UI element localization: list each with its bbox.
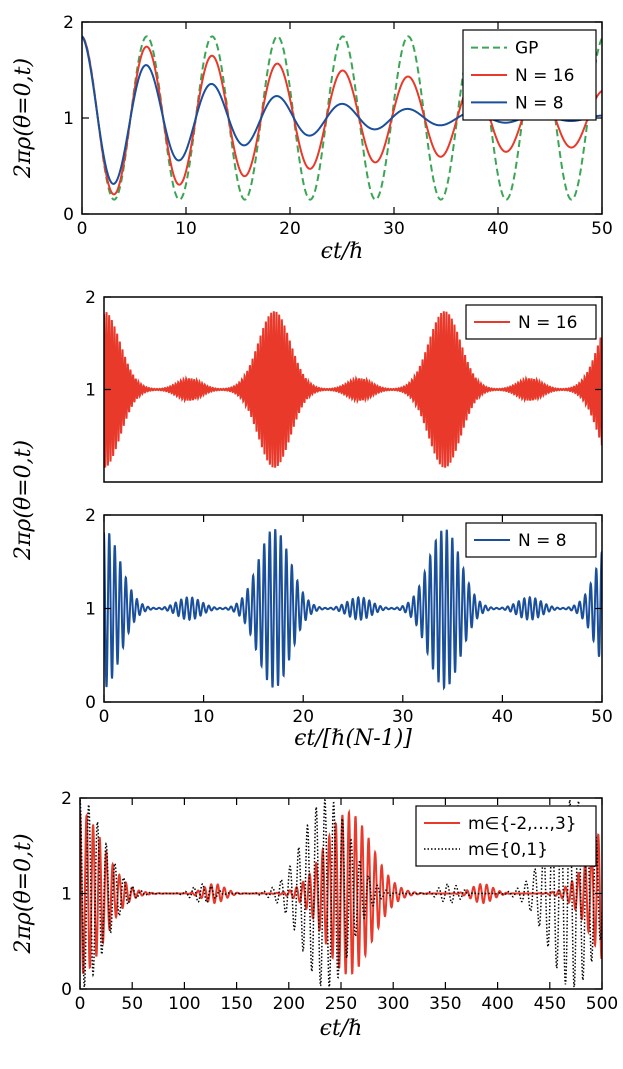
x-tick-label: 40 <box>492 707 514 727</box>
x-tick-label: 30 <box>392 707 414 727</box>
y-tick-label: 0 <box>85 693 96 713</box>
legend: N = 16 <box>465 304 597 340</box>
x-tick-label: 100 <box>168 994 200 1014</box>
y-tick-label: 0 <box>61 980 72 1000</box>
x-tick-label: 50 <box>121 994 143 1014</box>
y-tick-label: 2 <box>85 506 96 526</box>
x-tick-label: 350 <box>429 994 461 1014</box>
panel-4: 0 50 100 150 200 250 300 350 400 450 500 0 1 2 ϵt/ℏ 2πρ… <box>11 789 618 1041</box>
x-tick-label: 30 <box>383 219 405 239</box>
x-tick-label: 10 <box>175 219 197 239</box>
y-axis-label: 2πρ(θ=0,t) <box>11 440 36 561</box>
y-axis-label: 2πρ(θ=0,t) <box>11 58 36 179</box>
x-tick-label: 40 <box>487 219 509 239</box>
legend: GP N = 16 N = 8 <box>462 29 597 121</box>
legend-box <box>465 304 597 340</box>
series-line-1 <box>104 311 602 468</box>
x-tick-label: 20 <box>292 707 314 727</box>
x-tick-label: 50 <box>591 219 613 239</box>
x-tick-label: 450 <box>534 994 566 1014</box>
legend: m∈{-2,…,3} m∈{0,1} <box>415 805 597 867</box>
x-tick-label: 0 <box>99 707 110 727</box>
x-tick-label: 150 <box>220 994 252 1014</box>
x-tick-label: 400 <box>481 994 513 1014</box>
y-tick-label: 2 <box>85 288 96 308</box>
y-tick-label: 2 <box>61 789 72 809</box>
y-tick-label: 2 <box>63 13 74 33</box>
x-tick-label: 300 <box>377 994 409 1014</box>
x-axis-label: ϵt/ℏ <box>320 1016 363 1041</box>
x-axis-label: ϵt/[ℏ(N-1)] <box>294 726 412 751</box>
y-axis-label: 2πρ(θ=0,t) <box>11 833 36 954</box>
legend-label: m∈{0,1} <box>468 840 548 860</box>
panel-3: 0 10 20 30 40 50 0 1 2 ϵt/[ℏ(N-1)] 2πρ(θ=0,t) N = 8 <box>11 440 613 751</box>
legend-label: GP <box>515 39 538 59</box>
panel-2: 1 2 N = 16 <box>85 288 603 483</box>
x-tick-label: 250 <box>325 994 357 1014</box>
y-tick-label: 1 <box>61 885 72 905</box>
series-line-3 <box>82 35 602 185</box>
series-line-2 <box>82 35 602 196</box>
y-tick-label: 1 <box>85 381 96 401</box>
series-line-1 <box>104 529 602 691</box>
y-tick-label: 0 <box>63 205 74 225</box>
x-tick-label: 20 <box>279 219 301 239</box>
legend-label: N = 8 <box>518 531 567 551</box>
legend: N = 8 <box>465 522 597 558</box>
x-tick-label: 200 <box>273 994 305 1014</box>
x-tick-label: 0 <box>75 994 86 1014</box>
legend-label: N = 8 <box>515 93 564 113</box>
x-axis-label: ϵt/ℏ <box>321 239 364 264</box>
series-line-2 <box>80 798 602 989</box>
y-tick-label: 1 <box>85 600 96 620</box>
legend-label: m∈{-2,…,3} <box>468 814 577 834</box>
x-tick-label: 10 <box>193 707 215 727</box>
x-tick-label: 500 <box>586 994 618 1014</box>
y-tick-label: 1 <box>63 109 74 129</box>
legend-box <box>415 805 597 867</box>
x-tick-label: 0 <box>77 219 88 239</box>
panel-1: 0 10 20 30 40 50 0 1 2 ϵt/ℏ 2πρ(θ=0,t) GP N = 16 N = … <box>11 13 613 264</box>
series-line-1 <box>82 35 602 201</box>
legend-label: N = 16 <box>515 66 574 86</box>
legend-label: N = 16 <box>518 313 577 333</box>
x-tick-label: 50 <box>591 707 613 727</box>
